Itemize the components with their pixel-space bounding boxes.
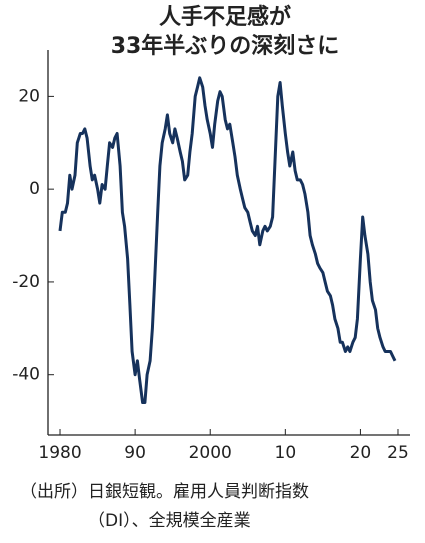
source: （出所）日銀短観。雇用人員判断指数 [20, 482, 309, 502]
x-tick-label: 10 [275, 443, 297, 463]
y-tick-label: -20 [12, 272, 40, 292]
source: （DI）、全規模全産業 [88, 511, 251, 531]
x-tick-label: 20 [350, 443, 372, 463]
y-tick-label: -40 [12, 365, 40, 385]
y-tick-label: 20 [18, 86, 40, 106]
x-tick-label: 90 [124, 443, 146, 463]
chart-title: 33年半ぶりの深刻さに [111, 33, 340, 59]
chart-title: 人手不足感が [159, 4, 291, 30]
x-tick-label: 25 [387, 443, 409, 463]
data-line [58, 76, 397, 404]
x-tick-label: 2000 [189, 443, 232, 463]
y-tick-label: 0 [29, 179, 40, 199]
x-tick-label: 1980 [38, 443, 81, 463]
